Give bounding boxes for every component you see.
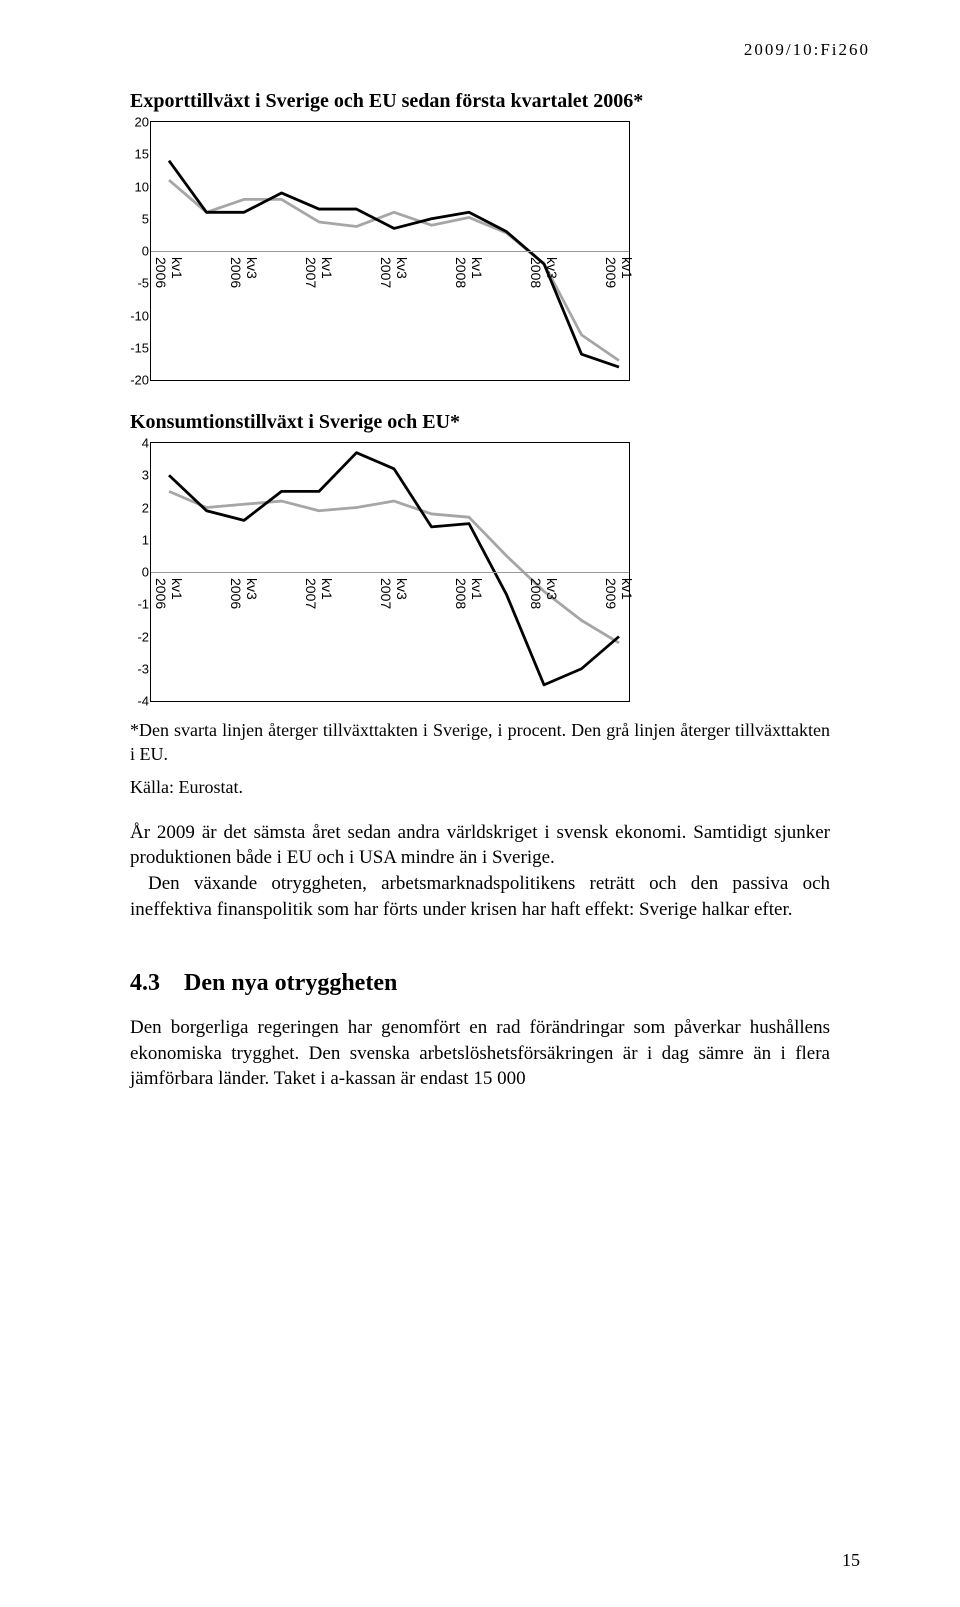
chart1-yaxis-labels: 20151050-5-10-15-20: [123, 122, 149, 380]
chart2-yaxis-labels: 43210-1-2-3-4: [123, 443, 149, 701]
ytick-label: 20: [123, 115, 149, 130]
ytick-label: -4: [123, 694, 149, 709]
ytick-label: -10: [123, 308, 149, 323]
ytick-label: -15: [123, 340, 149, 355]
series-eu: [169, 491, 619, 643]
ytick-label: 0: [123, 244, 149, 259]
ytick-label: 2: [123, 500, 149, 515]
ytick-label: -20: [123, 373, 149, 388]
ytick-label: 1: [123, 532, 149, 547]
ytick-label: -1: [123, 597, 149, 612]
ytick-label: 4: [123, 436, 149, 451]
ytick-label: 5: [123, 211, 149, 226]
export-growth-chart: 20151050-5-10-15-20 kv1 2006kv3 2006kv1 …: [150, 121, 630, 381]
ytick-label: -5: [123, 276, 149, 291]
body-paragraph-2: Den växande otryggheten, arbetsmarknadsp…: [130, 871, 830, 922]
ytick-label: 3: [123, 468, 149, 483]
ytick-label: -3: [123, 661, 149, 676]
document-code: 2009/10:Fi260: [744, 40, 870, 60]
chart1-title: Exporttillväxt i Sverige och EU sedan fö…: [130, 90, 830, 113]
series-sverige: [169, 161, 619, 367]
ytick-label: 10: [123, 179, 149, 194]
ytick-label: 0: [123, 565, 149, 580]
series-eu: [169, 180, 619, 361]
page-number: 15: [842, 1550, 860, 1571]
ytick-label: 15: [123, 147, 149, 162]
ytick-label: -2: [123, 629, 149, 644]
consumption-growth-chart: 43210-1-2-3-4 kv1 2006kv3 2006kv1 2007kv…: [150, 442, 630, 702]
series-sverige: [169, 453, 619, 685]
chart-caption: *Den svarta linjen återger tillväxttakte…: [130, 718, 830, 767]
body-paragraph-1: År 2009 är det sämsta året sedan andra v…: [130, 820, 830, 871]
section-heading: 4.3 Den nya otryggheten: [130, 970, 830, 997]
chart2-title: Konsumtionstillväxt i Sverige och EU*: [130, 411, 830, 434]
chart-source: Källa: Eurostat.: [130, 777, 830, 798]
body-paragraph-3: Den borgerliga regeringen har genomfört …: [130, 1015, 830, 1092]
